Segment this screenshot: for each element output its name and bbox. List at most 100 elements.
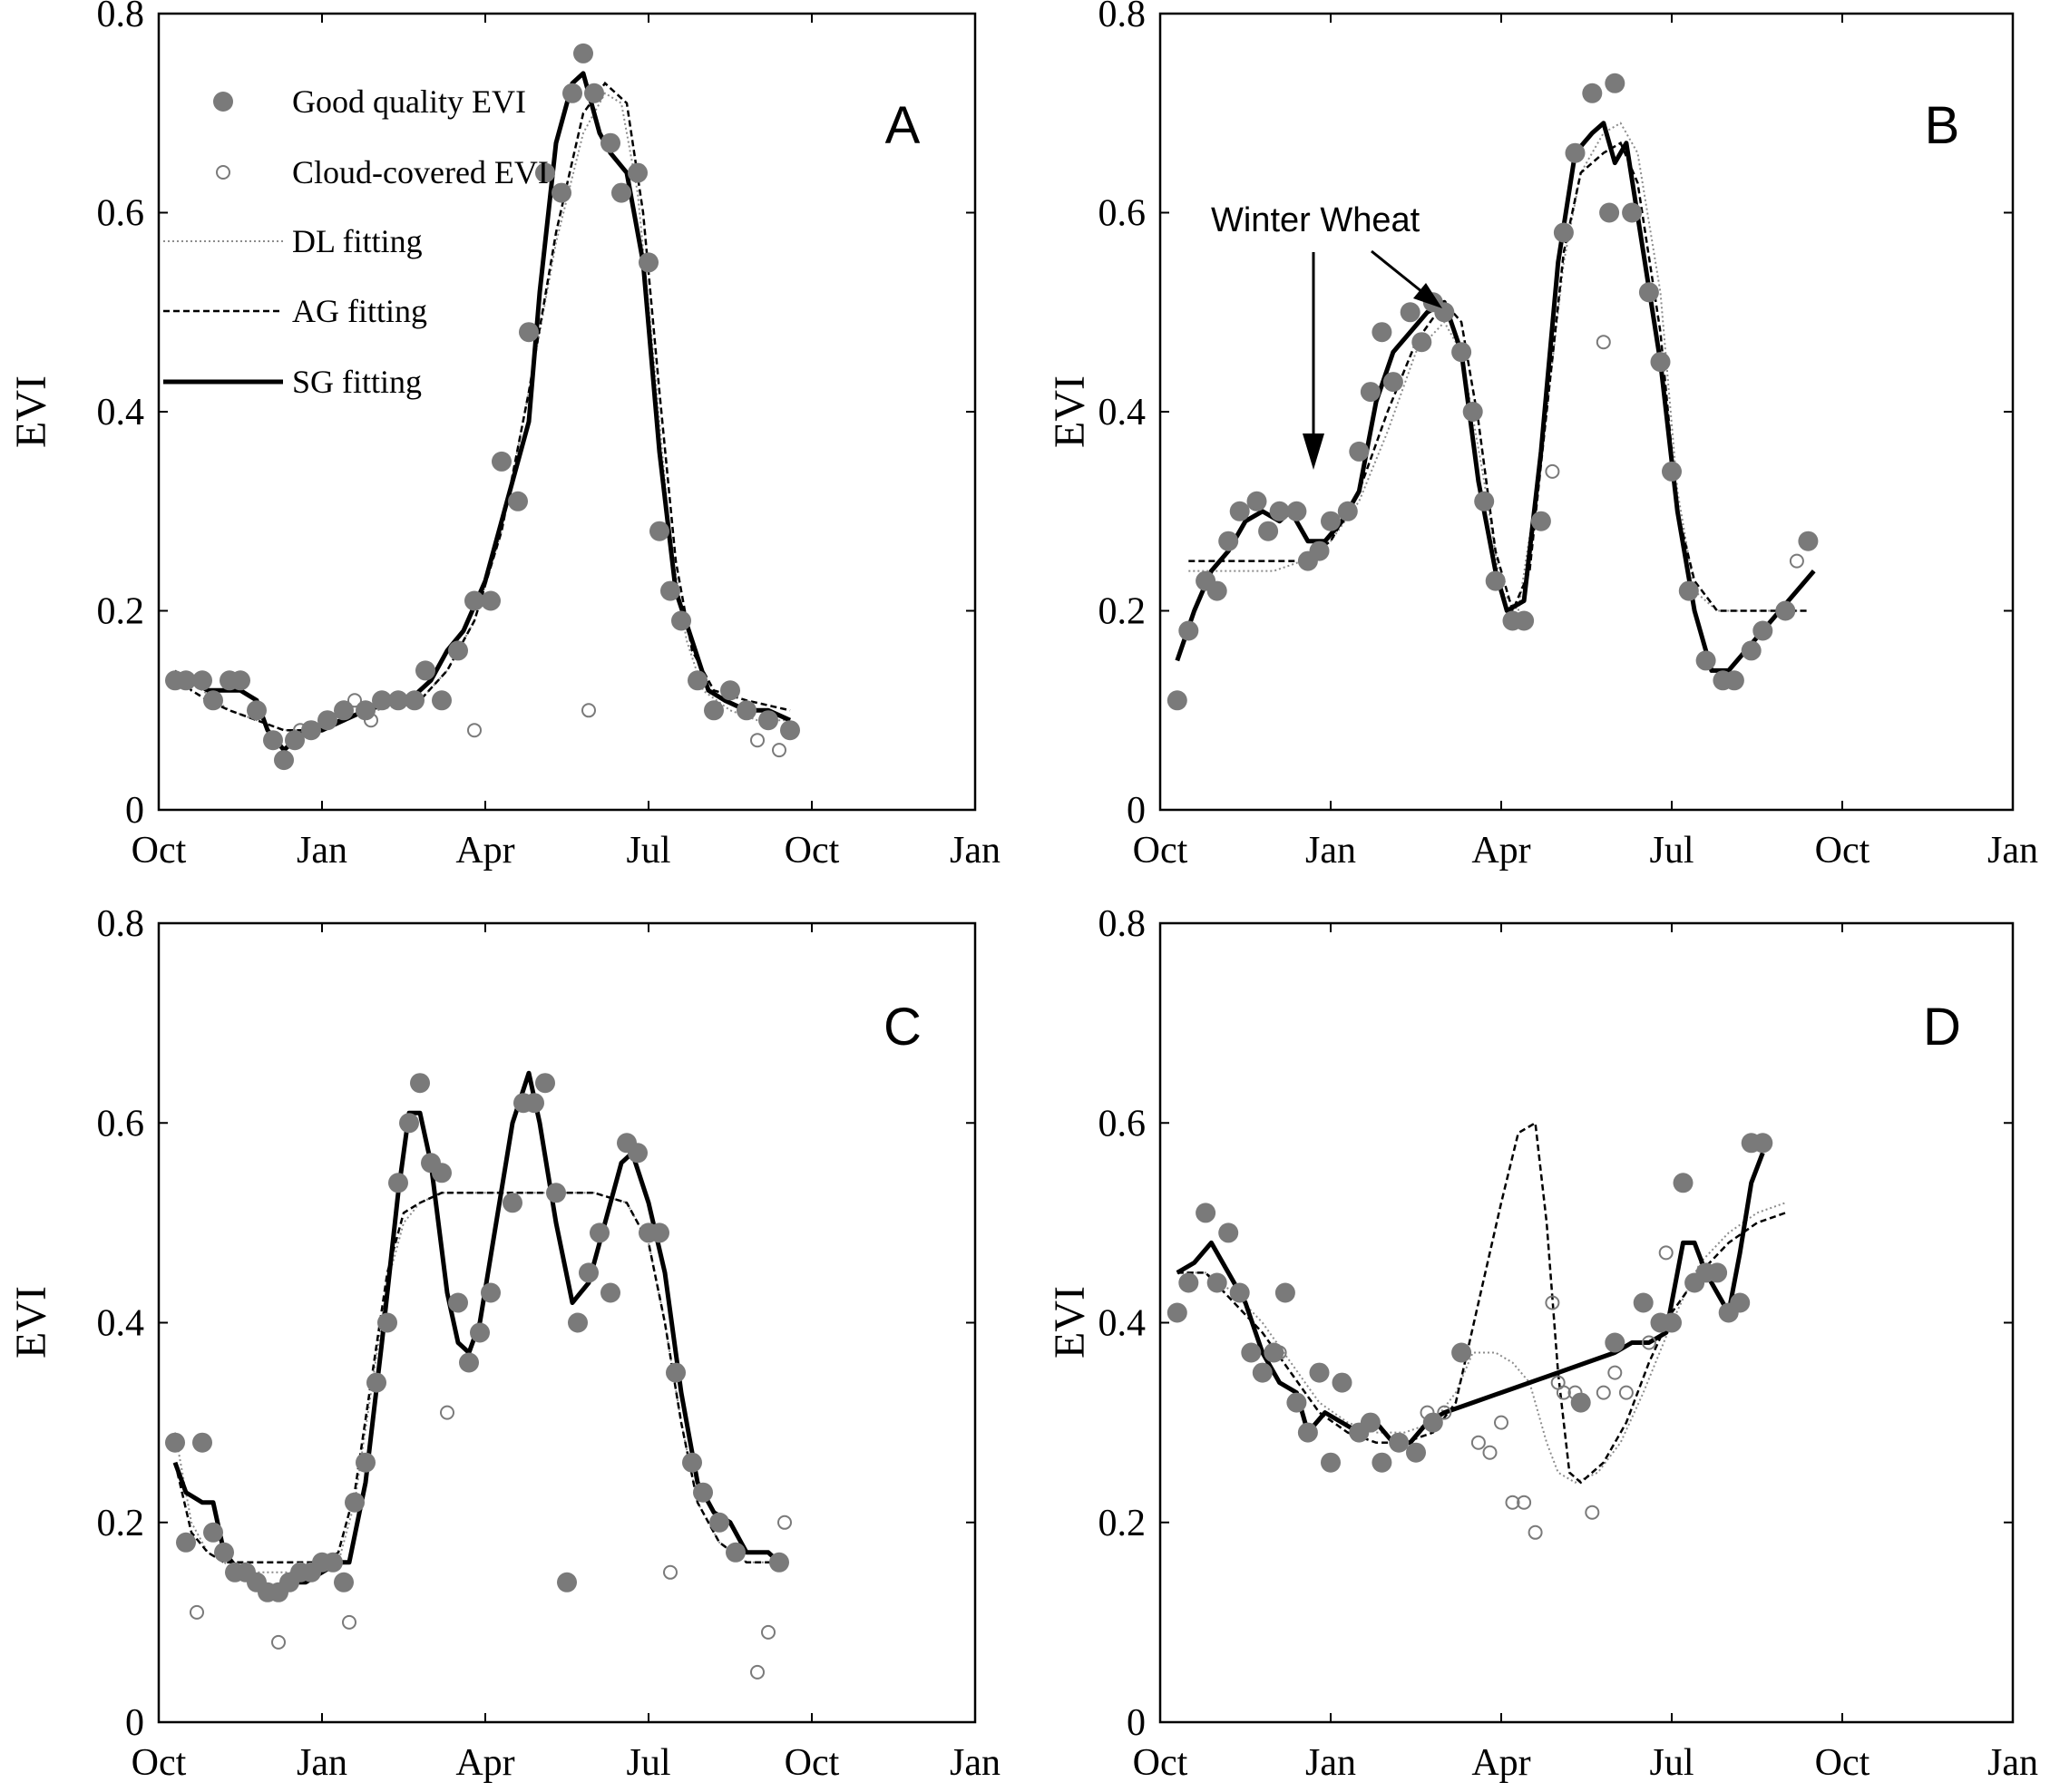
legend-cloud-marker xyxy=(216,165,230,180)
good-quality-evi-point xyxy=(388,1173,408,1193)
good-quality-evi-point xyxy=(192,670,212,691)
good-quality-evi-point xyxy=(1400,302,1420,323)
sg-fitting-line xyxy=(175,71,792,753)
good-quality-evi-point xyxy=(1178,1272,1199,1293)
cloud-covered-evi-point xyxy=(1550,1375,1566,1390)
x-tick-label: Oct xyxy=(785,1742,840,1784)
panel-letter: A xyxy=(885,96,921,155)
y-tick-labels: 0 0.2 0.4 0.6 0.8 xyxy=(1098,0,1147,832)
good-quality-evi-point xyxy=(415,660,435,681)
good-quality-evi-point xyxy=(1406,1442,1426,1463)
good-quality-evi-point xyxy=(1752,1133,1773,1154)
panel-a: Oct Jan Apr Jul Oct Jan 0 0.2 0.4 0.6 0.8 EVI A G… xyxy=(7,0,1001,872)
series-layer xyxy=(165,43,800,771)
good-quality-evi-point xyxy=(1662,461,1682,482)
good-quality-evi-point xyxy=(546,1183,566,1203)
x-tick-label: Oct xyxy=(1815,1742,1870,1784)
x-tick-label: Oct xyxy=(132,1742,187,1784)
y-tick-label: 0.6 xyxy=(97,193,145,235)
series-layer xyxy=(1167,1121,1786,1540)
good-quality-evi-point xyxy=(230,670,250,691)
good-quality-evi-point xyxy=(649,521,669,541)
x-tick-label: Jan xyxy=(297,830,347,872)
good-quality-evi-point xyxy=(1286,1392,1307,1413)
good-quality-evi-point xyxy=(1321,1452,1341,1473)
good-quality-evi-point xyxy=(1752,620,1773,641)
good-quality-evi-point xyxy=(562,83,582,103)
dl-fitting-line xyxy=(174,1192,779,1573)
good-quality-evi-point xyxy=(552,182,571,203)
good-quality-evi-point xyxy=(1321,511,1341,531)
good-quality-evi-point xyxy=(557,1572,577,1592)
legend: Good quality EVI Cloud-covered EVI DL fi… xyxy=(163,83,549,400)
good-quality-evi-point xyxy=(1218,1222,1239,1243)
y-tick-label: 0.4 xyxy=(1098,1303,1147,1345)
tick-marks xyxy=(158,922,976,1723)
cloud-covered-evi-point xyxy=(663,1564,678,1580)
good-quality-evi-point xyxy=(666,1362,686,1383)
y-tick-labels: 0 0.2 0.4 0.6 0.8 xyxy=(1098,903,1147,1744)
good-quality-evi-point xyxy=(758,710,778,731)
good-quality-evi-point xyxy=(176,1532,196,1553)
cloud-covered-evi-point xyxy=(1545,463,1560,479)
winter-wheat-annotation: Winter Wheat xyxy=(1211,201,1442,470)
cloud-covered-evi-point xyxy=(1517,1495,1532,1510)
good-quality-evi-point xyxy=(1206,1272,1227,1293)
cloud-covered-evi-point xyxy=(750,1664,765,1680)
good-quality-evi-point xyxy=(1360,1412,1381,1433)
x-tick-label: Oct xyxy=(1133,830,1188,872)
good-quality-evi-point xyxy=(372,690,392,711)
legend-cloud-label: Cloud-covered EVI xyxy=(292,154,549,190)
cloud-covered-evi-point xyxy=(467,723,482,738)
good-quality-evi-point xyxy=(263,730,283,751)
good-quality-evi-point xyxy=(203,1522,223,1543)
good-quality-evi-point xyxy=(1229,1282,1250,1303)
good-quality-evi-point xyxy=(405,690,425,711)
good-quality-evi-point xyxy=(769,1552,789,1573)
good-quality-evi-point xyxy=(590,1222,610,1243)
cloud-covered-evi-point xyxy=(772,743,786,758)
good-quality-evi-point xyxy=(671,610,691,631)
dl-fitting-line xyxy=(1188,122,1809,613)
good-quality-evi-point xyxy=(1582,83,1603,103)
arrow-head xyxy=(1303,433,1324,470)
plot-frame xyxy=(1158,921,2015,1724)
good-quality-evi-point xyxy=(1622,202,1643,223)
ag-fitting-line xyxy=(173,1192,779,1564)
good-quality-evi-point xyxy=(274,750,294,771)
ag-fitting-line xyxy=(174,81,791,732)
good-quality-evi-point xyxy=(1258,521,1279,541)
good-quality-evi-point xyxy=(1332,1372,1352,1393)
x-tick-label: Jan xyxy=(297,1742,347,1784)
x-tick-label: Jul xyxy=(626,1742,670,1784)
good-quality-evi-point xyxy=(1723,670,1744,691)
x-tick-label: Jul xyxy=(1649,830,1694,872)
good-quality-evi-point xyxy=(1274,1282,1295,1303)
panel-letter: B xyxy=(1925,96,1960,155)
cloud-covered-evi-point xyxy=(1585,1505,1600,1520)
good-quality-evi-point xyxy=(639,252,659,273)
arrow-shaft xyxy=(1371,249,1428,297)
x-tick-label: Apr xyxy=(1471,1742,1530,1784)
good-quality-evi-point xyxy=(176,670,196,691)
arrow-head xyxy=(1413,283,1442,308)
good-quality-evi-point xyxy=(1360,382,1381,403)
x-tick-label: Jul xyxy=(626,830,670,872)
good-quality-evi-point xyxy=(660,580,680,601)
good-quality-evi-point xyxy=(1451,342,1472,363)
good-quality-evi-point xyxy=(1196,1203,1216,1223)
good-quality-evi-point xyxy=(432,1163,452,1183)
good-quality-evi-point xyxy=(1167,1302,1187,1323)
good-quality-evi-point xyxy=(1206,580,1227,601)
good-quality-evi-point xyxy=(1372,1452,1392,1473)
good-quality-evi-point xyxy=(492,451,512,472)
cloud-covered-evi-point xyxy=(750,733,765,748)
x-tick-label: Jan xyxy=(1305,830,1356,872)
good-quality-evi-point xyxy=(1246,491,1267,511)
y-axis-label: EVI xyxy=(1046,1286,1094,1359)
good-quality-evi-point xyxy=(1411,332,1432,353)
y-tick-label: 0.2 xyxy=(97,1503,145,1544)
y-tick-label: 0.6 xyxy=(1098,193,1147,235)
good-quality-evi-point xyxy=(1372,322,1392,343)
